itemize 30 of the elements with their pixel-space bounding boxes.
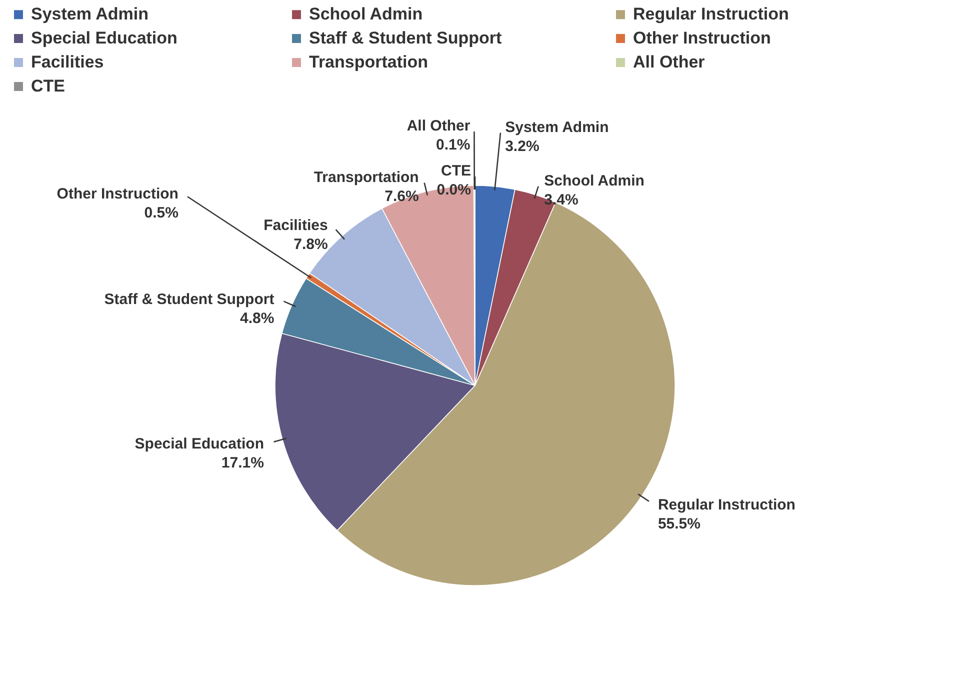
data-label: 17.1% (221, 454, 264, 472)
slice-label: Regular Instruction (658, 496, 796, 514)
category-label: CTE (441, 162, 471, 180)
slice-label: School Admin (544, 172, 644, 190)
slice-label: Special Education (134, 436, 264, 453)
data-label: 7.6% (384, 188, 419, 205)
data-label: 55.5% (658, 516, 700, 533)
legend-label: Facilities (31, 52, 104, 72)
slice-label: Other Instruction (56, 185, 178, 202)
data-label: 0.1% (436, 136, 470, 154)
data-label: 3.2% (505, 138, 540, 155)
slice-label: Staff & Student Support (104, 290, 274, 308)
slice-label: System Admin (505, 118, 609, 136)
slice-label: All Other (406, 118, 470, 134)
legend-label: All Other (633, 52, 706, 72)
legend-label: Staff & Student Support (309, 28, 502, 48)
legend-label: Transportation (309, 52, 428, 72)
legend-label: Other Instruction (633, 28, 771, 48)
slice-label: Facilities (264, 217, 328, 234)
data-label: 4.8% (240, 310, 274, 327)
data-label: 0.5% (144, 204, 178, 222)
legend-label: Regular Instruction (633, 4, 789, 24)
legend-label: School Admin (309, 4, 423, 24)
legend-label: System Admin (31, 4, 148, 24)
data-label: 3.4% (544, 192, 578, 209)
legend-label: CTE (31, 76, 65, 96)
text: 0.0% (436, 182, 471, 198)
slice-label: Transportation (314, 168, 419, 186)
legend-label: Special Education (31, 28, 178, 48)
data-label: 7.8% (294, 236, 328, 254)
